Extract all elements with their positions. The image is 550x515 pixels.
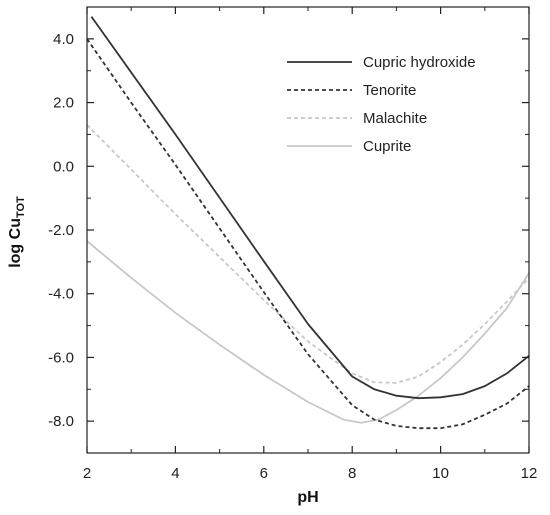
y-tick-label: -6.0 [48,349,74,366]
y-axis-title-subscript: TOT [15,196,27,218]
x-tick-label: 2 [83,465,91,482]
x-tick-label: 8 [348,465,356,482]
legend-label: Cupric hydroxide [363,54,476,71]
y-tick-label: -2.0 [48,222,74,239]
legend-label: Malachite [363,110,427,127]
series-line-tenorite [87,38,529,430]
series-group [87,16,529,430]
series-line-malachite [87,124,529,384]
y-tick-label: 4.0 [53,31,74,48]
series-line-cuprite [87,240,529,424]
y-axis-title: log CuTOT [7,196,27,268]
legend-label: Cuprite [363,138,411,155]
x-tick-label: 12 [521,465,538,482]
series-line-cupric-hydroxide [90,16,529,400]
y-tick-label: 0.0 [53,158,74,175]
plot-frame [86,6,530,454]
y-tick-label: -8.0 [48,413,74,430]
x-tick-label: 6 [260,465,268,482]
y-axis-title-main: log Cu [7,218,24,268]
legend: Cupric hydroxide Tenorite Malachite Cuprite [287,54,476,155]
axes-layer: 2 4 6 8 10 12 4.0 2.0 0.0 -2.0 -4.0 -6.0 -8.0 [48,6,538,482]
x-axis-title: pH [297,489,318,506]
y-tick-label: 2.0 [53,95,74,112]
legend-label: Tenorite [363,82,416,99]
x-tick-label: 4 [171,465,179,482]
y-tick-label: -4.0 [48,286,74,303]
plot-layer [87,16,529,430]
x-tick-label: 10 [432,465,449,482]
